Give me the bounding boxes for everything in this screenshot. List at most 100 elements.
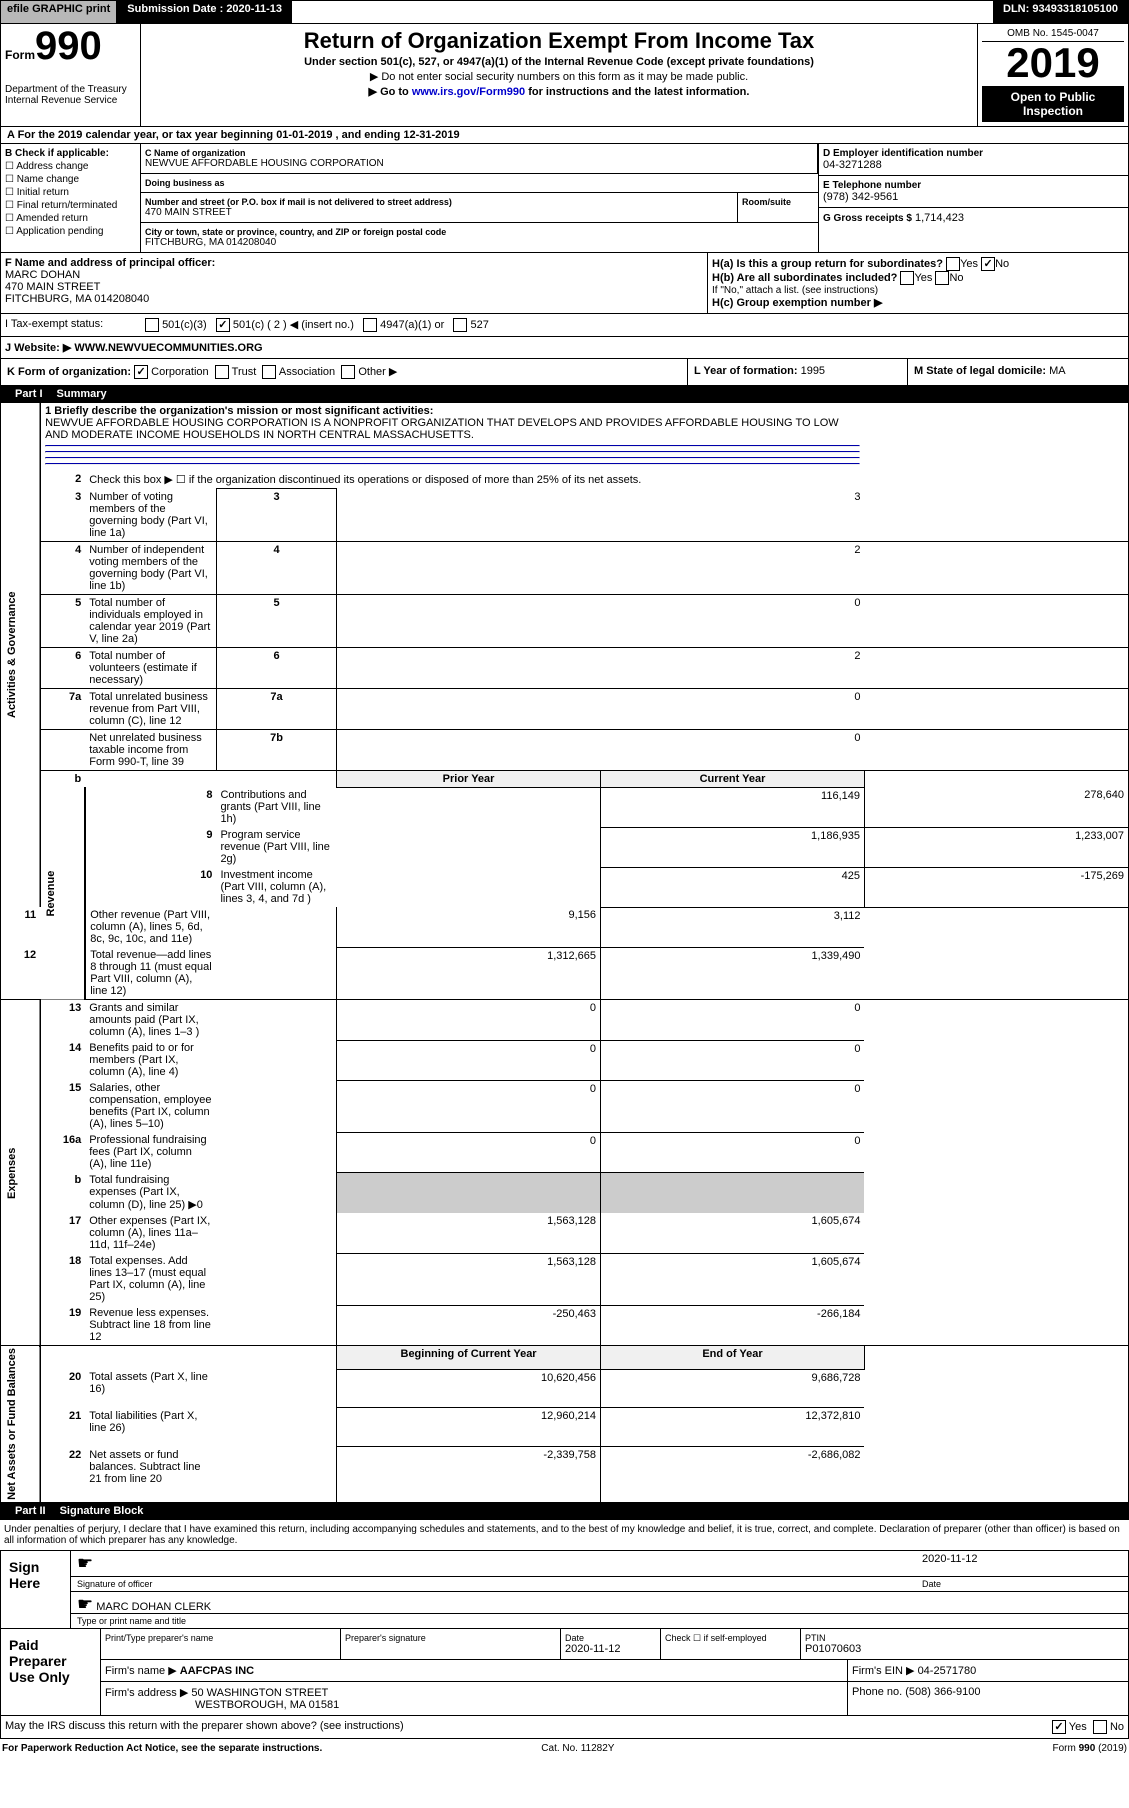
sig-declaration: Under penalties of perjury, I declare th…: [0, 1520, 1129, 1550]
dept-label: Department of the Treasury Internal Reve…: [5, 84, 136, 106]
date-label: Date: [922, 1579, 1122, 1589]
line-2-num: 2: [40, 471, 85, 489]
topbar: efile GRAPHIC print Submission Date : 20…: [0, 0, 1129, 24]
chk-amended[interactable]: ☐ Amended return: [5, 213, 136, 224]
hb-note: If "No," attach a list. (see instruction…: [712, 285, 1124, 296]
discuss-row: May the IRS discuss this return with the…: [0, 1716, 1129, 1739]
prior-year-head: Prior Year: [337, 770, 601, 787]
chk-501c[interactable]: ✓: [216, 318, 230, 332]
sig-date: 2020-11-12: [922, 1553, 1122, 1574]
chk-address-change[interactable]: ☐ Address change: [5, 161, 136, 172]
ha-no[interactable]: ✓: [981, 257, 995, 271]
submission-date: Submission Date : 2020-11-13: [117, 1, 292, 23]
chk-other[interactable]: [341, 365, 355, 379]
name-title-label: Type or print name and title: [71, 1614, 1128, 1628]
efile-label[interactable]: efile GRAPHIC print: [1, 1, 117, 23]
hb-yes[interactable]: [900, 271, 914, 285]
form-number: 990: [35, 24, 102, 68]
vert-expenses: Expenses: [1, 1000, 41, 1346]
dba-label: Doing business as: [145, 178, 814, 188]
summary-table: Activities & Governance 1 Briefly descri…: [0, 403, 1129, 1503]
form-subtitle: Under section 501(c), 527, or 4947(a)(1)…: [149, 56, 969, 68]
col-b-checkboxes: B Check if applicable: ☐ Address change …: [1, 144, 141, 252]
ein-val: 04-3271288: [823, 159, 1124, 171]
chk-assoc[interactable]: [262, 365, 276, 379]
ein-cell: D Employer identification number 04-3271…: [819, 144, 1128, 176]
k-cell: K Form of organization: ✓ Corporation Tr…: [1, 359, 688, 385]
end-year-head: End of Year: [601, 1346, 865, 1369]
part1-title: Summary: [57, 388, 107, 400]
ha-yes[interactable]: [946, 257, 960, 271]
vert-revenue: Revenue: [40, 787, 85, 1000]
chk-initial-return[interactable]: ☐ Initial return: [5, 187, 136, 198]
org-name: NEWVUE AFFORDABLE HOUSING CORPORATION: [145, 158, 813, 169]
open-public: Open to Public Inspection: [982, 86, 1124, 122]
part1-num: Part I: [9, 388, 49, 400]
officer-city: FITCHBURG, MA 014208040: [5, 293, 703, 305]
hc-label: H(c) Group exemption number ▶: [712, 297, 882, 309]
ha-label: H(a) Is this a group return for subordin…: [712, 258, 943, 270]
irs-link[interactable]: www.irs.gov/Form990: [412, 86, 525, 98]
phone-cell: E Telephone number (978) 342-9561: [819, 176, 1128, 208]
chk-527[interactable]: [453, 318, 467, 332]
col-e: D Employer identification number 04-3271…: [818, 144, 1128, 252]
paid-preparer-block: Paid Preparer Use Only Print/Type prepar…: [0, 1629, 1129, 1716]
chk-corp[interactable]: ✓: [134, 365, 148, 379]
beg-year-head: Beginning of Current Year: [337, 1346, 601, 1369]
header-left: Form990 Department of the Treasury Inter…: [1, 24, 141, 126]
officer-name: MARC DOHAN: [5, 269, 703, 281]
klm-row: K Form of organization: ✓ Corporation Tr…: [0, 359, 1129, 386]
chk-4947[interactable]: [363, 318, 377, 332]
discuss-yes[interactable]: ✓: [1052, 1720, 1066, 1734]
chk-final-return[interactable]: ☐ Final return/terminated: [5, 200, 136, 211]
form-header: Form990 Department of the Treasury Inter…: [0, 24, 1129, 127]
paid-preparer-label: Paid Preparer Use Only: [1, 1629, 101, 1715]
addr-label: Number and street (or P.O. box if mail i…: [145, 197, 733, 207]
part2-num: Part II: [9, 1505, 52, 1517]
j-label: J Website: ▶: [5, 342, 71, 354]
chk-name-change[interactable]: ☐ Name change: [5, 174, 136, 185]
f-h-row: F Name and address of principal officer:…: [0, 253, 1129, 314]
tax-year: 2019: [982, 42, 1124, 84]
k-label: K Form of organization:: [7, 366, 131, 378]
h-cell: H(a) Is this a group return for subordin…: [708, 253, 1128, 313]
current-year-head: Current Year: [601, 770, 865, 787]
entity-block: B Check if applicable: ☐ Address change …: [0, 144, 1129, 253]
hb-label: H(b) Are all subordinates included?: [712, 272, 897, 284]
phone-label: E Telephone number: [823, 180, 1124, 191]
line-2-desc: Check this box ▶ ☐ if the organization d…: [85, 471, 864, 489]
officer-addr: 470 MAIN STREET: [5, 281, 703, 293]
sig-of-label: Signature of officer: [77, 1579, 922, 1589]
city-label: City or town, state or province, country…: [145, 227, 814, 237]
chk-501c3[interactable]: [145, 318, 159, 332]
website-row: J Website: ▶ WWW.NEWVUECOMMUNITIES.ORG: [0, 337, 1129, 359]
part1-head: Part I Summary: [0, 386, 1129, 403]
vert-net-assets: Net Assets or Fund Balances: [1, 1346, 41, 1503]
addr-cell: Number and street (or P.O. box if mail i…: [141, 193, 738, 222]
officer-name-title: MARC DOHAN CLERK: [96, 1601, 211, 1613]
l-cell: L Year of formation: 1995: [688, 359, 908, 385]
chk-trust[interactable]: [215, 365, 229, 379]
col-b-title: B Check if applicable:: [5, 148, 136, 159]
phone-val: (978) 342-9561: [823, 191, 1124, 203]
org-name-cell: C Name of organization NEWVUE AFFORDABLE…: [141, 144, 818, 173]
f-label: F Name and address of principal officer:: [5, 257, 703, 269]
gross-cell: G Gross receipts $ 1,714,423: [819, 208, 1128, 228]
gross-label: G Gross receipts $: [823, 213, 912, 224]
suite-cell: Room/suite: [738, 193, 818, 222]
hb-no[interactable]: [935, 271, 949, 285]
no-ssn-note: ▶ Do not enter social security numbers o…: [149, 70, 969, 83]
mission-row: 1 Briefly describe the organization's mi…: [40, 403, 864, 471]
goto-link: ▶ Go to www.irs.gov/Form990 for instruct…: [149, 85, 969, 98]
part2-head: Part II Signature Block: [0, 1503, 1129, 1520]
website-val: WWW.NEWVUECOMMUNITIES.ORG: [74, 342, 262, 354]
header-right: OMB No. 1545-0047 2019 Open to Public In…: [978, 24, 1128, 126]
i-label: I Tax-exempt status:: [5, 318, 145, 332]
form-word: Form: [5, 48, 35, 62]
discuss-no[interactable]: [1093, 1720, 1107, 1734]
part2-title: Signature Block: [60, 1505, 144, 1517]
city-row: City or town, state or province, country…: [141, 223, 818, 252]
chk-application[interactable]: ☐ Application pending: [5, 226, 136, 237]
dln: DLN: 93493318105100: [993, 1, 1128, 23]
col-cd: C Name of organization NEWVUE AFFORDABLE…: [141, 144, 818, 252]
